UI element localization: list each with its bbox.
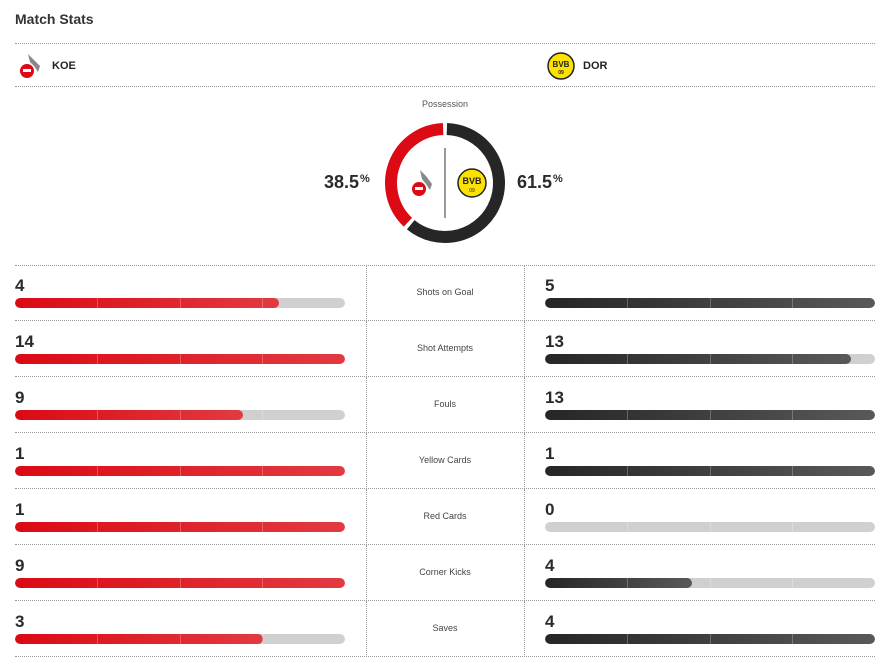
home-team: KOE — [18, 52, 76, 80]
away-stat-bar — [545, 578, 875, 588]
away-stat-fill — [545, 410, 875, 420]
stat-row: 3 Saves 4 — [15, 601, 875, 657]
away-stat-bar — [545, 298, 875, 308]
home-possession-arc — [385, 123, 444, 227]
divider — [366, 489, 367, 545]
home-stat-bar — [15, 466, 345, 476]
stat-label: Red Cards — [423, 511, 467, 521]
away-stat-value: 4 — [545, 612, 555, 631]
possession-donut: BVB 09 — [385, 123, 505, 243]
home-stat-fill — [15, 578, 345, 588]
stat-label: Fouls — [433, 399, 456, 409]
home-stat-value: 14 — [15, 332, 34, 351]
divider — [366, 321, 367, 377]
koeln-crest-icon — [412, 170, 432, 196]
away-possession-arc — [406, 123, 505, 243]
divider — [366, 433, 367, 489]
away-stat-value: 1 — [545, 444, 555, 463]
divider — [524, 545, 525, 601]
stat-row: 1 Red Cards 0 — [15, 489, 875, 545]
stat-label: Shots on Goal — [416, 287, 474, 297]
home-stat-bar — [15, 410, 345, 420]
home-stat-bar — [15, 634, 345, 644]
divider — [15, 43, 875, 44]
home-stat-fill — [15, 298, 279, 308]
divider — [524, 321, 525, 377]
divider — [524, 433, 525, 489]
stat-row: 9 Fouls 13 — [15, 377, 875, 433]
home-stat-value: 1 — [15, 444, 25, 463]
bvb-crest-icon: BVB 09 — [457, 168, 487, 198]
stat-row: 9 Corner Kicks 4 — [15, 545, 875, 601]
away-stat-bar — [545, 354, 875, 364]
stat-row: 4 Shots on Goal 5 — [15, 265, 875, 321]
divider — [524, 265, 525, 321]
home-stat-value: 4 — [15, 276, 25, 295]
stat-row: 1 Yellow Cards 1 — [15, 433, 875, 489]
away-stat-fill — [545, 298, 875, 308]
svg-text:09: 09 — [469, 188, 475, 194]
svg-text:BVB: BVB — [462, 176, 482, 186]
away-stat-fill — [545, 578, 692, 588]
away-stat-bar — [545, 410, 875, 420]
home-stat-fill — [15, 410, 244, 420]
divider — [524, 601, 525, 657]
away-stat-fill — [545, 354, 852, 364]
home-stat-bar — [15, 298, 345, 308]
away-stat-value: 4 — [545, 556, 555, 575]
section-title: Match Stats — [15, 11, 94, 27]
away-stat-value: 5 — [545, 276, 555, 295]
home-stat-value: 9 — [15, 388, 25, 407]
divider — [366, 265, 367, 321]
divider — [15, 86, 875, 87]
divider — [524, 377, 525, 433]
svg-text:09: 09 — [558, 70, 564, 76]
home-stat-value: 3 — [15, 612, 25, 631]
away-stat-fill — [545, 466, 875, 476]
koeln-crest-icon — [20, 54, 40, 78]
home-stat-bar — [15, 354, 345, 364]
home-stat-value: 9 — [15, 556, 25, 575]
away-stat-value: 13 — [545, 388, 564, 407]
home-stat-fill — [15, 466, 345, 476]
divider — [15, 265, 875, 266]
stat-label: Shot Attempts — [416, 343, 474, 353]
divider — [366, 377, 367, 433]
away-team: BVB 09 DOR — [547, 52, 607, 80]
home-possession: 38.5% — [324, 172, 370, 192]
home-stat-bar — [15, 578, 345, 588]
home-stat-fill — [15, 634, 263, 644]
home-stat-bar — [15, 522, 345, 532]
stat-row: 14 Shot Attempts 13 — [15, 321, 875, 377]
away-stat-fill — [545, 634, 875, 644]
away-possession: 61.5% — [517, 172, 563, 192]
stat-label: Yellow Cards — [418, 455, 472, 465]
home-stat-fill — [15, 522, 345, 532]
possession-label: Possession — [421, 99, 469, 109]
divider — [366, 601, 367, 657]
home-stat-fill — [15, 354, 345, 364]
away-stat-value: 13 — [545, 332, 564, 351]
away-stat-bar — [545, 522, 875, 532]
divider — [524, 489, 525, 545]
stat-label: Saves — [432, 623, 458, 633]
away-stat-value: 0 — [545, 500, 555, 519]
divider — [366, 545, 367, 601]
home-stat-value: 1 — [15, 500, 25, 519]
away-abbr: DOR — [583, 60, 608, 72]
svg-text:BVB: BVB — [553, 60, 570, 69]
stat-label: Corner Kicks — [419, 567, 471, 577]
away-stat-bar — [545, 634, 875, 644]
away-stat-bar — [545, 466, 875, 476]
home-abbr: KOE — [52, 60, 76, 72]
